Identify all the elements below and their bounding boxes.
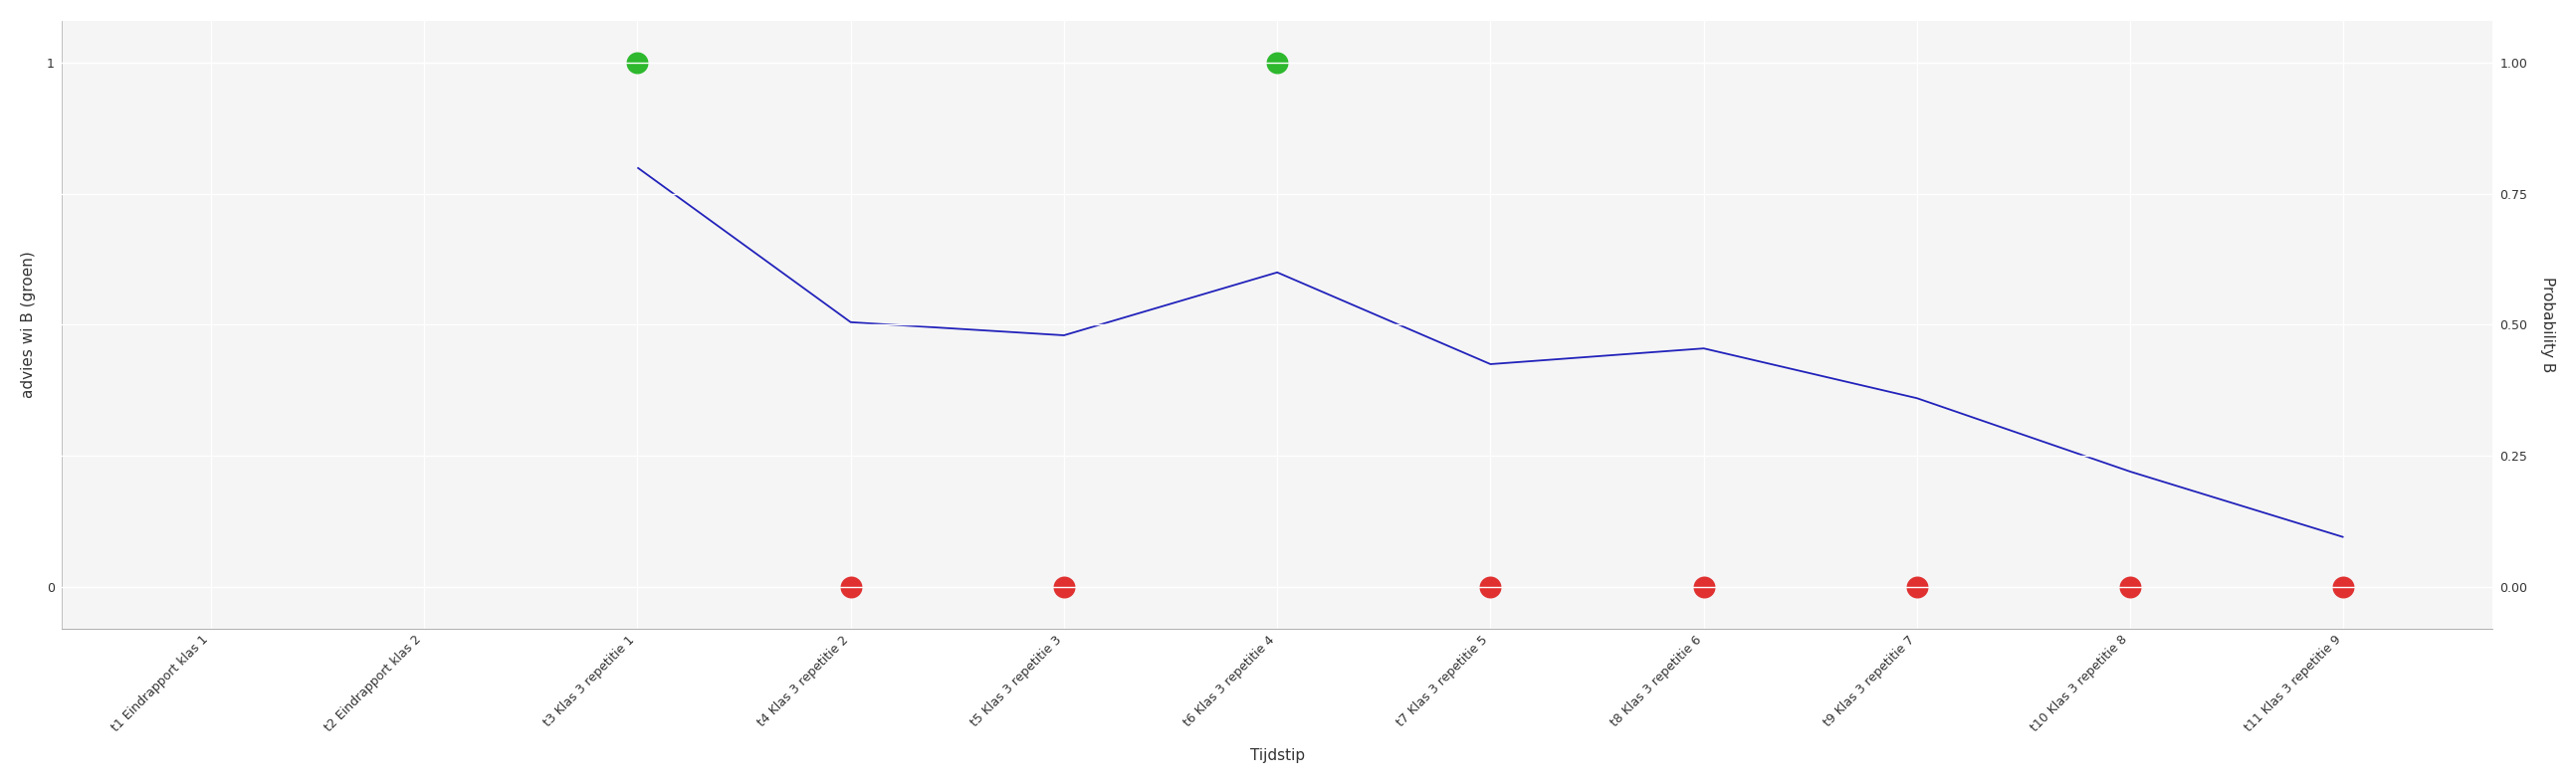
Y-axis label: Probability B: Probability B [2540,277,2555,372]
Point [616,56,657,69]
Point [829,581,871,593]
Y-axis label: advies wi B (groen): advies wi B (groen) [21,252,36,398]
X-axis label: Tijdstip: Tijdstip [1249,749,1303,764]
Point [2324,581,2365,593]
Point [2110,581,2151,593]
Point [1043,581,1084,593]
Point [1471,581,1512,593]
Point [1896,581,1937,593]
Point [1257,56,1298,69]
Point [1682,581,1723,593]
